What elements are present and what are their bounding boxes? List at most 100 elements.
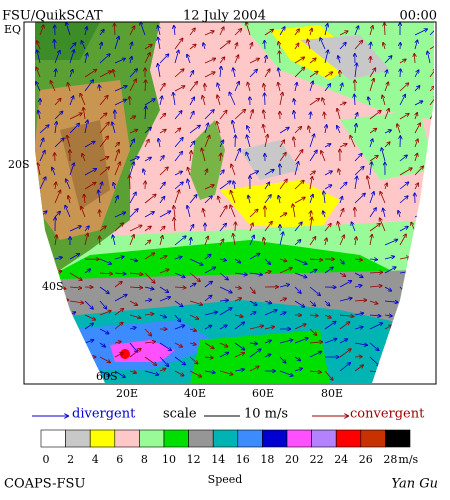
wind-vector	[369, 300, 377, 304]
wind-vector	[158, 38, 160, 50]
wind-vector	[294, 300, 304, 307]
wind-vector	[112, 122, 116, 134]
wind-vector	[309, 195, 313, 204]
wind-vector	[339, 258, 344, 264]
wind-vector	[130, 42, 132, 50]
wind-vector	[219, 57, 224, 64]
colorbar-label: 26	[359, 453, 373, 466]
wind-vector	[429, 342, 434, 347]
wind-vector	[399, 168, 412, 176]
wind-vector	[429, 43, 434, 50]
wind-vector	[114, 100, 126, 106]
wind-vector	[384, 109, 389, 120]
wind-vector	[99, 210, 100, 218]
wind-vector	[203, 43, 205, 50]
wind-vector	[80, 94, 86, 106]
wind-vector	[219, 170, 224, 176]
wind-vector	[369, 156, 378, 162]
wind-vector	[65, 206, 71, 218]
wind-vector	[159, 227, 165, 232]
colorbar-label: 24	[334, 453, 348, 466]
wind-vector	[263, 125, 265, 134]
wind-vector	[84, 370, 91, 378]
wind-vector	[159, 286, 168, 292]
wind-vector	[279, 153, 286, 162]
wind-vector	[264, 30, 273, 36]
map-frame	[23, 21, 437, 385]
wind-vector	[367, 176, 371, 190]
wind-vector	[247, 135, 251, 148]
wind-vector	[230, 205, 236, 218]
wind-vector	[189, 141, 194, 148]
wind-vector	[264, 354, 271, 357]
wind-vector	[429, 26, 434, 36]
wind-vector	[429, 356, 434, 367]
colorbar-label: 6	[116, 453, 123, 466]
wind-vector	[189, 71, 193, 78]
wind-vector	[380, 192, 386, 204]
wind-vector	[429, 96, 434, 106]
wind-vector	[278, 42, 280, 50]
wind-vector	[81, 207, 86, 218]
wind-vector	[414, 54, 415, 64]
wind-vector	[369, 356, 380, 366]
wind-vector	[143, 169, 145, 176]
wind-vector	[158, 64, 161, 78]
colorbar-swatch	[262, 429, 288, 448]
wind-vector	[69, 254, 79, 260]
colorbar-swatch	[286, 429, 312, 448]
wind-vector	[249, 366, 259, 372]
wind-vector	[159, 236, 163, 246]
wind-vector	[354, 342, 367, 345]
wind-vector	[39, 340, 46, 343]
wind-vector	[265, 56, 266, 64]
wind-vector	[249, 286, 255, 293]
wind-vector	[158, 26, 160, 36]
wind-vector	[159, 256, 166, 260]
wind-vector	[324, 322, 336, 330]
lon-label: 20E	[116, 387, 138, 400]
wind-vector	[220, 67, 221, 78]
wind-vector	[219, 181, 231, 190]
wind-vector	[84, 234, 88, 246]
wind-vector	[264, 271, 271, 273]
colorbar-unit: m/s	[398, 453, 418, 466]
wind-vector	[279, 93, 283, 106]
wind-vector	[219, 353, 228, 358]
wind-vector	[204, 123, 208, 134]
wind-vector	[174, 287, 186, 288]
wind-vector	[249, 223, 253, 232]
colorbar-swatch	[335, 429, 362, 448]
wind-vector	[129, 327, 136, 329]
wind-vector	[324, 144, 330, 148]
wind-vector	[279, 213, 286, 218]
wind-vector	[114, 370, 125, 377]
wind-vector	[174, 272, 185, 277]
wind-vector	[324, 339, 336, 344]
wind-vector	[429, 370, 434, 375]
wind-vector	[144, 253, 154, 260]
wind-vector	[414, 40, 417, 50]
wind-vector	[264, 135, 268, 148]
wind-vector	[100, 43, 102, 50]
wind-vector	[219, 325, 227, 330]
wind-vector	[204, 31, 214, 36]
wind-vector	[309, 150, 317, 162]
wind-vector	[114, 282, 122, 288]
wind-vector	[218, 196, 220, 204]
wind-vector	[324, 84, 330, 92]
lat-label: 40S	[42, 280, 64, 293]
wind-vector	[129, 97, 130, 106]
wind-vector	[54, 310, 62, 316]
wind-vector	[429, 223, 434, 232]
wind-vector	[69, 96, 73, 106]
wind-vector	[54, 138, 64, 148]
wind-vector	[81, 41, 86, 50]
wind-vector	[219, 239, 224, 246]
wind-vector	[355, 237, 356, 246]
wind-vector	[279, 312, 286, 315]
wind-vector	[399, 234, 406, 246]
wind-vector	[370, 57, 371, 64]
wind-vector	[174, 182, 183, 190]
wind-vector	[234, 110, 245, 120]
